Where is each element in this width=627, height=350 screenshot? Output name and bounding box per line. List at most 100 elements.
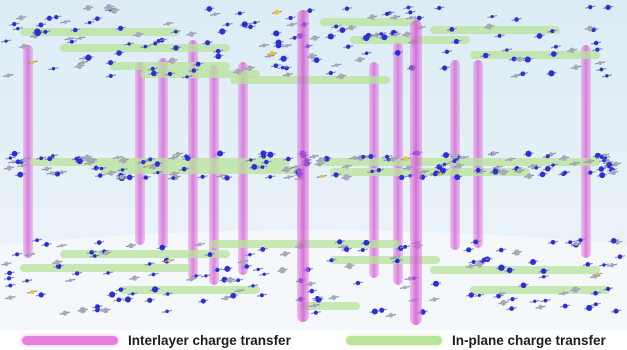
atom [260,246,266,252]
atom [542,274,546,279]
atom [20,163,25,168]
molecular-layers [0,4,626,318]
atom [118,287,124,292]
atom [602,263,606,267]
atom [224,265,231,272]
interlayer-swatch [22,335,118,345]
atom [69,39,74,44]
atom [593,290,598,296]
atom [67,37,72,41]
atom [509,306,514,311]
atom [318,157,324,163]
atom [530,258,537,266]
atom [593,40,599,46]
atom [328,70,333,76]
atom [333,172,339,178]
atom [128,243,134,249]
atom [267,151,274,158]
atom [346,262,353,270]
atom [492,169,499,175]
interlayer-pillar [410,20,422,325]
atom [79,306,86,314]
atom [251,284,255,288]
atom [230,292,237,299]
atom [477,293,481,297]
atom [610,169,617,176]
interlayer-pillar [23,45,33,258]
atom [539,171,546,178]
atom [51,154,55,158]
atom [309,288,315,294]
atom [285,156,291,162]
atom [390,156,396,162]
atom [574,241,579,246]
atom [442,162,447,166]
atom [283,166,290,173]
atom [215,267,220,273]
atom [602,158,606,163]
atom [74,271,80,276]
atom [392,255,398,260]
atom [605,74,609,78]
atom [120,157,127,164]
atom [320,174,324,179]
atom [285,72,291,77]
atom [370,169,374,174]
atom [443,152,450,159]
atom [455,162,462,169]
atom [505,48,509,52]
inplane-band [60,250,230,258]
atom [260,150,267,157]
atom [344,246,350,252]
atom [237,289,242,293]
atom [124,296,132,303]
atom [73,27,78,33]
atom [84,154,91,161]
legend: Interlayer charge transfer In-plane char… [0,330,627,350]
atom [348,24,355,31]
atom [30,60,35,64]
atom [267,54,272,58]
atom [538,304,543,310]
atom [511,56,517,62]
atom [394,49,401,56]
atom [449,27,455,32]
atom [476,261,483,268]
atom [516,168,522,174]
atom [116,297,122,303]
atom [223,295,229,301]
atom [197,242,202,247]
atom [248,252,252,257]
atom [482,52,489,59]
atom [95,307,100,313]
atom [500,299,507,306]
atom [514,17,519,22]
atom [92,254,97,258]
atom [617,254,623,260]
atom [173,29,178,34]
atom [38,292,44,298]
atom [15,252,19,257]
atom [89,250,94,255]
legend-item-interlayer: Interlayer charge transfer [22,332,291,348]
atom [135,31,142,38]
atom [605,4,611,10]
atom [181,166,187,172]
atom [131,292,135,296]
atom [578,238,583,243]
atom [605,286,611,292]
atom [393,32,398,37]
atom [167,71,173,77]
atom [151,286,159,293]
atom [416,15,422,21]
atom [118,25,124,31]
atom [610,237,617,244]
atom [173,45,179,51]
atom [452,158,457,164]
atom [63,20,68,24]
atom [143,175,149,180]
atom [334,24,339,29]
atom [46,15,52,21]
atom [205,40,211,46]
atom [247,65,253,71]
